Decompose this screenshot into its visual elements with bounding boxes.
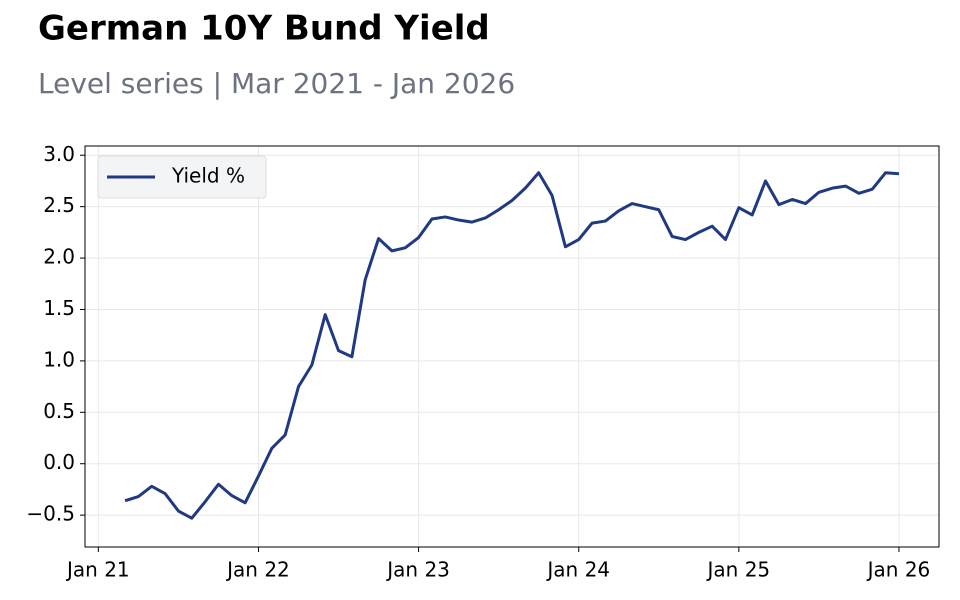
chart-subtitle: Level series | Mar 2021 - Jan 2026 [38, 67, 515, 100]
y-tick-label: 0.0 [43, 450, 75, 474]
y-tick-label: 2.5 [43, 193, 75, 217]
y-tick-label: 2.0 [43, 245, 75, 269]
chart-title: German 10Y Bund Yield [38, 9, 490, 49]
y-tick-label: 1.5 [43, 296, 75, 320]
x-tick-label: Jan 22 [225, 558, 290, 582]
legend-label: Yield % [171, 164, 245, 188]
x-tick-label: Jan 24 [545, 558, 610, 582]
y-tick-label: −0.5 [26, 502, 75, 526]
y-tick-label: 1.0 [43, 347, 75, 371]
x-tick-label: Jan 23 [385, 558, 450, 582]
x-tick-label: Jan 21 [65, 558, 130, 582]
y-tick-label: 0.5 [43, 399, 75, 423]
data-line [124, 171, 900, 520]
legend-box [97, 155, 267, 199]
plot-frame [84, 145, 940, 548]
x-tick-label: Jan 26 [866, 558, 931, 582]
y-tick-label: 3.0 [43, 142, 75, 166]
x-tick-label: Jan 25 [706, 558, 771, 582]
